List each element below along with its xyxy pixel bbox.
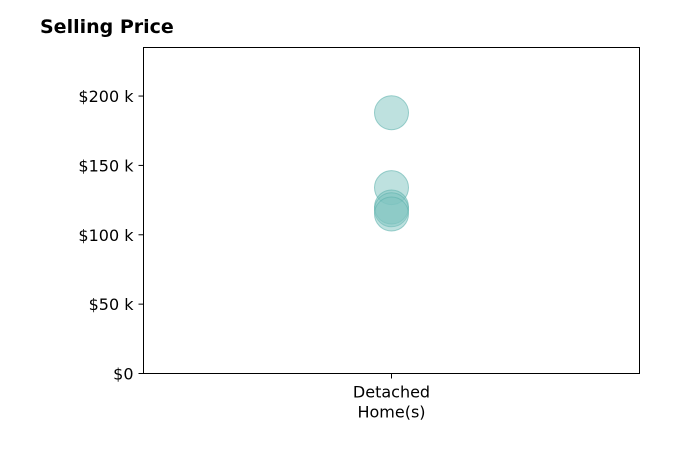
chart-title: Selling Price: [40, 16, 174, 38]
x-axis: Detached Home(s): [353, 373, 430, 422]
y-tick-label: $50 k: [89, 295, 135, 314]
y-axis: $0 $50 k $100 k $150 k $200 k: [78, 87, 144, 384]
y-tick-label: $100 k: [78, 226, 134, 245]
data-point: [374, 95, 409, 131]
x-tick-label: Detached Home(s): [353, 383, 430, 422]
y-tick-label: $0: [113, 365, 133, 384]
data-point: [374, 196, 409, 232]
data-points: [374, 95, 409, 232]
y-tick-label: $200 k: [78, 87, 134, 106]
y-tick-label: $150 k: [78, 156, 134, 175]
